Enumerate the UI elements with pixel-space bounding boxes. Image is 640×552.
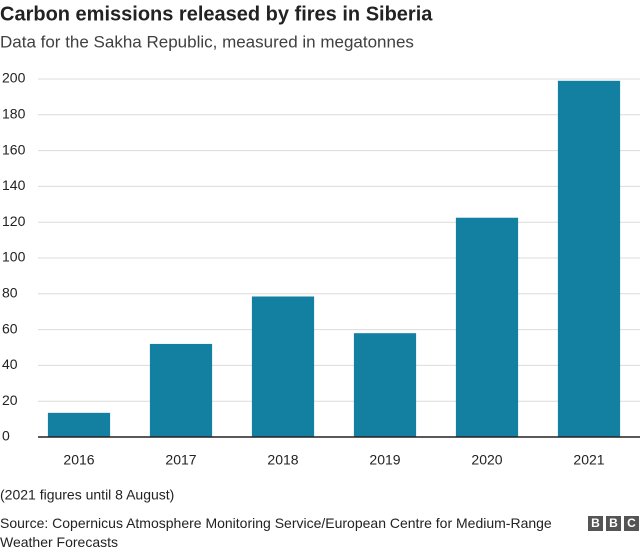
x-tick-label: 2017 (165, 452, 196, 468)
y-tick-label: 20 (2, 392, 18, 408)
x-tick-label: 2018 (267, 452, 298, 468)
x-tick-label: 2021 (573, 452, 604, 468)
logo-letter: B (606, 516, 621, 531)
y-tick-label: 0 (2, 428, 10, 444)
y-tick-label: 80 (2, 285, 18, 301)
bar (557, 80, 621, 437)
y-tick-label: 100 (2, 249, 26, 265)
bar (47, 412, 111, 437)
note: (2021 figures until 8 August) (0, 487, 174, 503)
bar (455, 217, 519, 437)
bar (149, 343, 213, 437)
y-tick-label: 200 (2, 70, 26, 86)
y-tick-label: 140 (2, 177, 26, 193)
logo: B B C (588, 516, 639, 531)
source: Source: Copernicus Atmosphere Monitoring… (0, 515, 552, 550)
y-tick-label: 160 (2, 141, 26, 157)
logo-letter: B (588, 516, 603, 531)
bar (353, 333, 417, 437)
chart-title: Carbon emissions released by fires in Si… (0, 3, 433, 25)
logo-letter: C (624, 516, 639, 531)
x-tick-label: 2019 (369, 452, 400, 468)
y-tick-label: 180 (2, 106, 26, 122)
y-tick-label: 60 (2, 320, 18, 336)
y-tick-label: 40 (2, 356, 18, 372)
bar (251, 296, 315, 437)
chart-subtitle: Data for the Sakha Republic, measured in… (0, 32, 414, 51)
x-tick-label: 2020 (471, 452, 502, 468)
x-tick-label: 2016 (63, 452, 94, 468)
y-tick-label: 120 (2, 213, 26, 229)
